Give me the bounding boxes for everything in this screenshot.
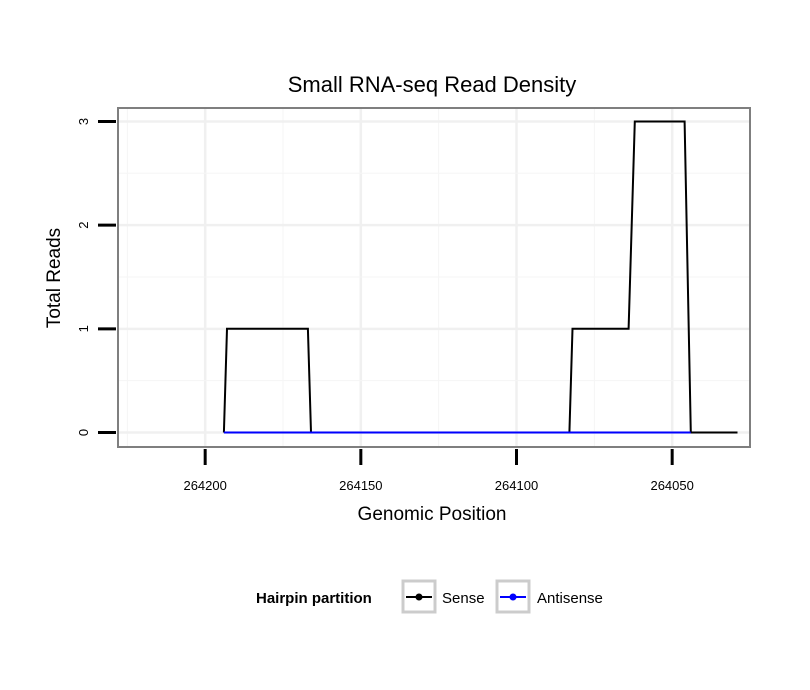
legend-key-point-sense [415,593,423,601]
y-tick-label: 3 [76,118,91,125]
legend-key-box-sense [401,579,437,614]
legend-key-box-antisense [495,579,531,614]
legend-item-antisense: Antisense [495,579,603,614]
y-axis: 0 1 2 3 [76,118,116,436]
legend-label-antisense: Antisense [537,590,603,607]
legend-title: Hairpin partition [256,590,372,607]
x-tick-label: 264200 [183,478,226,493]
grid [118,108,750,447]
x-tick-label: 264050 [650,478,693,493]
legend-label-sense: Sense [442,590,485,607]
series-layer [222,120,738,434]
y-tick-label: 2 [76,221,91,228]
legend-item-sense: Sense [401,579,485,614]
y-tick-label: 0 [76,429,91,436]
legend-key-point-antisense [509,593,517,601]
x-axis-title: Genomic Position [358,504,507,525]
chart-title: Small RNA-seq Read Density [288,72,577,97]
x-axis: 264200 264150 264100 264050 [183,449,694,493]
legend: Hairpin partition Sense Antisense [256,579,603,614]
x-tick-label: 264100 [495,478,538,493]
plot-panel-border [117,107,751,448]
y-axis-title: Total Reads [44,228,65,328]
x-tick-label: 264150 [339,478,382,493]
series-line-sense [222,120,738,434]
y-tick-label: 1 [76,325,91,332]
